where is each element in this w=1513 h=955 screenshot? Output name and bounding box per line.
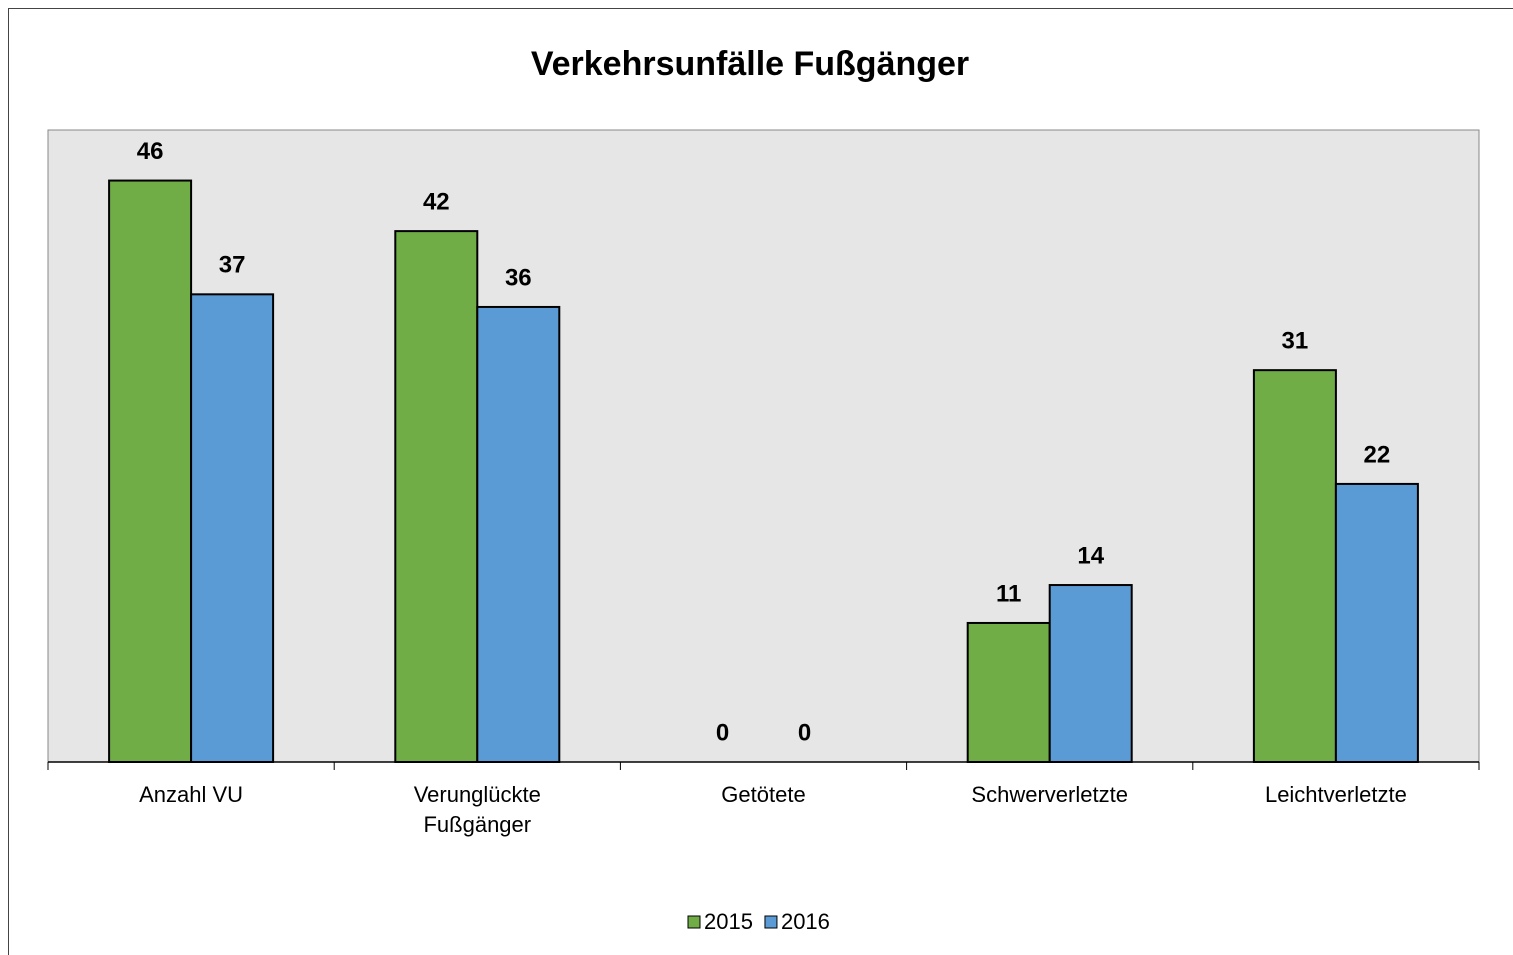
bar [1252, 369, 1337, 763]
bar [1048, 584, 1133, 763]
data-label: 0 [798, 719, 811, 746]
x-tick-label: Anzahl VU [139, 782, 244, 807]
data-label: 14 [1077, 542, 1104, 569]
plot-area [47, 129, 1480, 763]
bar [394, 230, 479, 763]
legend-swatch [764, 915, 778, 929]
data-label: 31 [1282, 328, 1309, 355]
bar [190, 293, 275, 763]
data-label: 11 [996, 580, 1021, 607]
data-label: 42 [423, 188, 450, 215]
x-tick-label: Verunglückte Fußgänger [413, 782, 541, 837]
bar [476, 305, 561, 763]
data-label: 37 [219, 252, 246, 279]
chart-title: Verkehrsunfälle Fußgänger [531, 45, 969, 83]
bar [108, 179, 193, 763]
data-label: 46 [137, 138, 164, 165]
x-tick-label: Schwerverletzte [971, 782, 1128, 807]
data-label: 22 [1364, 441, 1391, 468]
bar [966, 621, 1051, 764]
x-tick-label: Leichtverletzte [1264, 782, 1407, 807]
data-label: 0 [716, 719, 729, 746]
legend-label: 2015 [704, 909, 753, 934]
legend-swatch [687, 915, 701, 929]
legend-label: 2016 [781, 909, 830, 934]
x-tick-label: Getötete [721, 782, 806, 807]
data-label: 36 [505, 264, 532, 291]
bar [1334, 482, 1419, 763]
